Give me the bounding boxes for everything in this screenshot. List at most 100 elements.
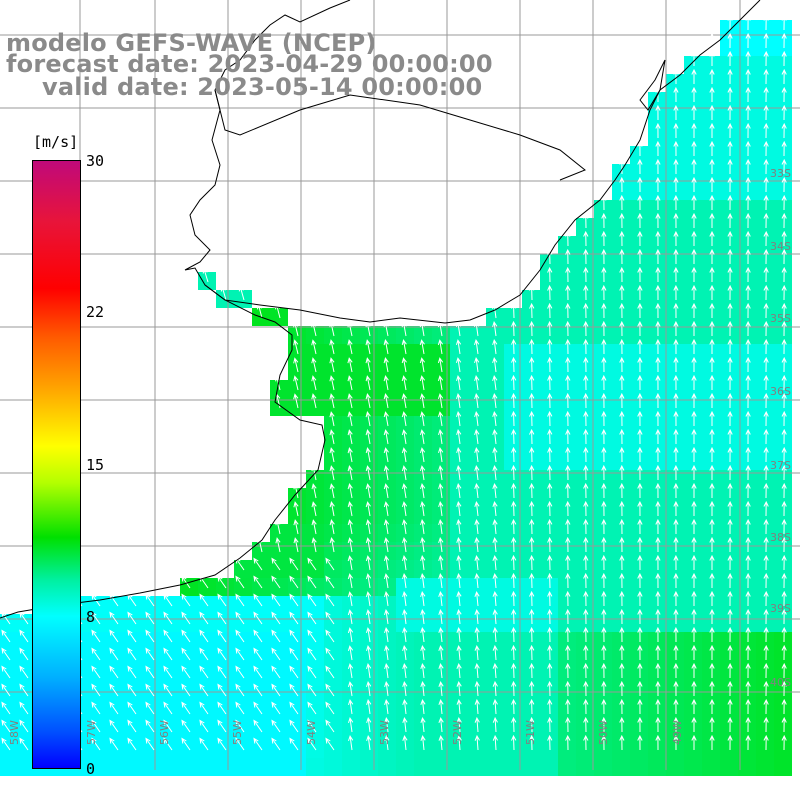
wind-arrow	[565, 644, 571, 661]
wind-speed-cell	[486, 524, 504, 542]
wind-arrow	[383, 339, 389, 355]
wind-speed-cell	[738, 380, 756, 398]
wind-arrow	[511, 626, 517, 643]
wind-speed-cell	[540, 452, 558, 470]
wind-arrow	[347, 483, 353, 499]
wind-speed-cell	[594, 704, 612, 722]
wind-arrow	[619, 374, 625, 391]
wind-arrow	[763, 410, 769, 427]
wind-arrow	[145, 719, 155, 733]
wind-speed-cell	[432, 362, 450, 380]
wind-speed-cell	[756, 704, 774, 722]
wind-arrow	[19, 647, 29, 661]
wind-arrow	[199, 737, 209, 751]
wind-arrow	[253, 647, 263, 661]
wind-arrow	[253, 719, 263, 733]
wind-arrow	[745, 284, 751, 301]
wind-speed-cell	[468, 668, 486, 686]
wind-speed-cell	[702, 668, 720, 686]
wind-speed-cell	[774, 218, 792, 236]
wind-arrow	[745, 572, 751, 589]
title-forecast-date: forecast date: 2023-04-29 00:00:00	[6, 50, 493, 78]
wind-speed-cell	[738, 632, 756, 650]
wind-arrow	[763, 644, 769, 661]
wind-arrow	[637, 608, 643, 625]
wind-speed-cell	[378, 416, 396, 434]
wind-speed-cell	[468, 434, 486, 452]
wind-arrow	[745, 716, 751, 733]
wind-arrow	[402, 536, 408, 553]
wind-arrow	[709, 266, 715, 282]
wind-arrow	[145, 701, 155, 715]
wind-arrow	[289, 683, 299, 697]
wind-speed-cell	[594, 686, 612, 704]
wind-speed-cell	[378, 452, 396, 470]
wind-arrow	[529, 500, 535, 517]
wind-arrow	[163, 683, 173, 697]
wind-arrow	[619, 320, 625, 337]
wind-arrow	[619, 248, 625, 265]
wind-arrow	[763, 104, 769, 121]
wind-speed-cell	[558, 344, 576, 362]
wind-speed-cell	[702, 488, 720, 506]
wind-speed-cell	[468, 632, 486, 650]
wind-arrow	[271, 719, 281, 733]
wind-arrow	[745, 68, 751, 85]
wind-speed-cell	[774, 434, 792, 452]
wind-arrow	[217, 575, 227, 589]
wind-arrow	[293, 339, 299, 355]
wind-arrow	[727, 140, 733, 157]
wind-speed-cell	[684, 488, 702, 506]
wind-arrow	[709, 410, 715, 426]
wind-arrow	[781, 410, 787, 427]
wind-arrow	[709, 302, 715, 318]
wind-speed-cell	[522, 470, 540, 488]
wind-arrow	[655, 284, 661, 301]
wind-arrow	[383, 537, 390, 553]
wind-arrow	[420, 680, 426, 697]
wind-speed-cell	[720, 596, 738, 614]
wind-arrow	[637, 644, 643, 661]
wind-speed-cell	[666, 632, 684, 650]
wind-speed-cell	[702, 254, 720, 272]
wind-speed-cell	[666, 128, 684, 146]
wind-speed-cell	[378, 344, 396, 362]
wind-speed-cell	[558, 758, 576, 776]
wind-arrow	[745, 608, 751, 625]
wind-speed-cell	[342, 326, 360, 344]
wind-arrow	[329, 321, 335, 337]
wind-speed-cell	[648, 632, 666, 650]
wind-arrow	[745, 644, 751, 661]
wind-speed-cell	[396, 668, 414, 686]
wind-arrow	[547, 482, 553, 499]
wind-arrow	[763, 500, 769, 517]
wind-arrow	[474, 698, 480, 715]
wind-speed-cell	[648, 128, 666, 146]
wind-arrow	[529, 572, 535, 589]
wind-arrow	[307, 719, 317, 733]
wind-arrow	[673, 554, 679, 571]
wind-speed-cell	[648, 596, 666, 614]
wind-speed-cell	[774, 74, 792, 92]
wind-arrow	[438, 590, 444, 607]
wind-arrow	[325, 683, 335, 697]
wind-speed-cell	[594, 236, 612, 254]
wind-arrow	[709, 572, 715, 588]
wind-arrow	[709, 428, 715, 444]
wind-arrow	[655, 518, 661, 535]
wind-arrow	[673, 518, 679, 535]
wind-arrow	[709, 608, 715, 624]
wind-speed-cell	[594, 362, 612, 380]
wind-speed-cell	[468, 488, 486, 506]
wind-arrow	[727, 608, 733, 625]
wind-arrow	[691, 482, 697, 498]
wind-speed-cell	[720, 128, 738, 146]
wind-arrow	[383, 411, 389, 427]
wind-arrow	[492, 356, 498, 373]
wind-arrow	[745, 554, 751, 571]
wind-arrow	[583, 230, 589, 247]
wind-speed-cell	[576, 740, 594, 758]
wind-speed-cell	[486, 434, 504, 452]
wind-arrow	[781, 320, 787, 337]
